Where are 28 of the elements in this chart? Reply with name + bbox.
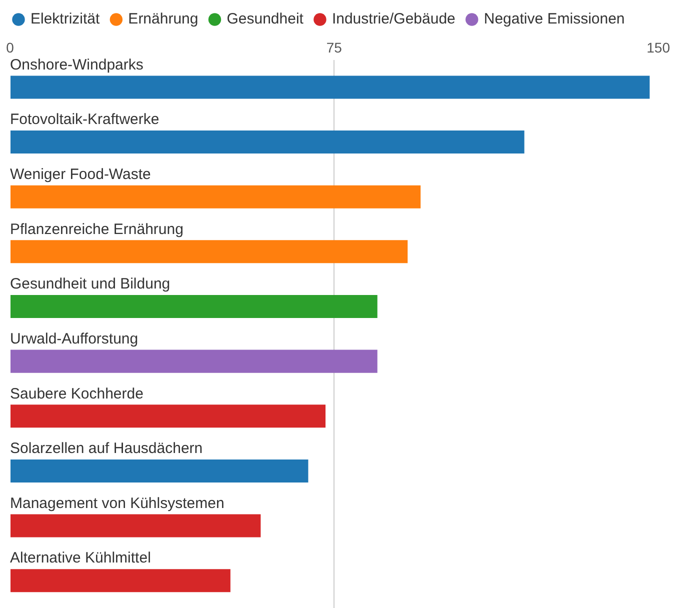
bar	[10, 294, 378, 318]
y-tick-label: Saubere Kochherde	[10, 385, 144, 402]
y-tick-label: Solarzellen auf Hausdächern	[10, 440, 203, 458]
y-tick-label: Management von Kühlsystemen	[10, 494, 224, 512]
bar	[10, 130, 524, 154]
y-tick-label: Urwald-Aufforstung	[10, 330, 138, 348]
bar	[10, 404, 326, 428]
legend-label: Negative Emissionen	[484, 10, 625, 28]
y-tick-label: Fotovoltaik-Kraftwerke	[10, 111, 160, 128]
y-tick-label: Onshore-Windparks	[10, 56, 144, 74]
legend-label: Industrie/Gebäude	[332, 10, 456, 28]
bar	[10, 459, 308, 482]
legend-label: Elektrizität	[30, 10, 101, 28]
x-tick-label: 0	[6, 39, 14, 56]
y-tick-label: Weniger Food-Waste	[10, 166, 151, 183]
bar	[10, 240, 408, 264]
legend-label: Ernährung	[128, 10, 198, 28]
bar	[10, 514, 261, 538]
bar	[10, 185, 421, 208]
y-tick-label: Alternative Kühlmittel	[10, 550, 151, 567]
bar	[10, 350, 378, 373]
legend-label: Gesundheit	[226, 10, 304, 28]
x-tick-label: 75	[326, 39, 342, 56]
bar	[10, 76, 650, 99]
x-tick-label: 150	[646, 39, 670, 56]
y-tick-label: Gesundheit und Bildung	[10, 276, 170, 293]
y-tick-label: Pflanzenreiche Ernährung	[10, 220, 184, 238]
bar	[10, 569, 230, 592]
